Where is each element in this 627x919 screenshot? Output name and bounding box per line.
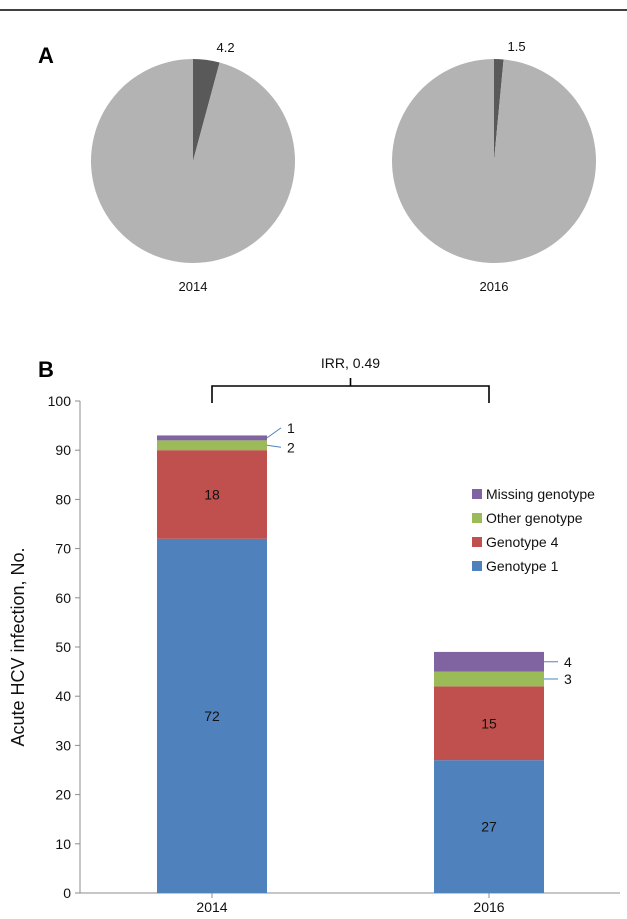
pie-data-label: 4.2 xyxy=(217,40,235,55)
bar-data-label: 3 xyxy=(564,671,572,687)
legend-label: Genotype 1 xyxy=(486,558,559,574)
legend-swatch xyxy=(472,537,482,547)
y-tick-label: 50 xyxy=(55,639,71,655)
bar-segment xyxy=(157,440,267,451)
legend-label: Other genotype xyxy=(486,510,583,526)
y-axis-title: Acute HCV infection, No. xyxy=(8,547,28,746)
y-tick-label: 20 xyxy=(55,787,71,803)
pie-2016: 1.5 2016 xyxy=(392,39,596,294)
x-tick-label: 2016 xyxy=(473,899,504,915)
panel-a-label: A xyxy=(38,43,54,68)
bar-data-label: 72 xyxy=(204,708,220,724)
bar-data-label: 2 xyxy=(287,439,295,455)
panel-b-label: B xyxy=(38,357,54,382)
bar-segment xyxy=(157,435,267,441)
legend-swatch xyxy=(472,489,482,499)
bar-data-label: 18 xyxy=(204,486,220,502)
y-tick-label: 60 xyxy=(55,590,71,606)
bar-segment xyxy=(157,538,267,893)
y-tick-label: 30 xyxy=(55,737,71,753)
bar-segment xyxy=(434,686,544,761)
pie-2014: 4.2 2014 xyxy=(90,40,295,294)
legend-swatch xyxy=(472,513,482,523)
x-tick-label: 2014 xyxy=(196,899,227,915)
bar-segment xyxy=(434,651,544,672)
y-tick-label: 80 xyxy=(55,491,71,507)
bar-data-label: 27 xyxy=(481,819,497,835)
pie-slice xyxy=(494,59,504,161)
legend-label: Genotype 4 xyxy=(486,534,559,550)
pie-data-label: 1.5 xyxy=(508,39,526,54)
bar-data-label: 4 xyxy=(564,654,572,670)
pie-slice xyxy=(193,59,220,161)
pie-slice xyxy=(392,59,596,264)
leader-line xyxy=(266,444,282,448)
irr-bracket xyxy=(211,378,490,403)
bar-segment xyxy=(434,760,544,893)
bar-data-label: 15 xyxy=(481,715,497,731)
legend-label: Missing genotype xyxy=(486,486,595,502)
legend-swatch xyxy=(472,561,482,571)
irr-annotation: IRR, 0.49 xyxy=(321,355,380,371)
y-tick-label: 90 xyxy=(55,442,71,458)
stacked-bar-chart: 0 10 20 30 40 50 60 70 80 90 100 Acute HCV infectio… xyxy=(8,355,620,915)
y-tick-label: 10 xyxy=(55,836,71,852)
pie-charts: 4.2 2014 1.5 2016 xyxy=(90,39,596,294)
bar-data-label: 1 xyxy=(287,420,295,436)
pie-caption: 2016 xyxy=(480,279,509,294)
pie-slice xyxy=(90,59,295,263)
y-tick-label: 100 xyxy=(48,393,72,409)
pie-caption: 2014 xyxy=(179,279,208,294)
leader-line xyxy=(266,427,282,439)
y-tick-label: 0 xyxy=(63,885,71,901)
bar-segment xyxy=(434,671,544,687)
y-tick-label: 70 xyxy=(55,541,71,557)
y-tick-label: 40 xyxy=(55,688,71,704)
bar-segment xyxy=(157,450,267,539)
